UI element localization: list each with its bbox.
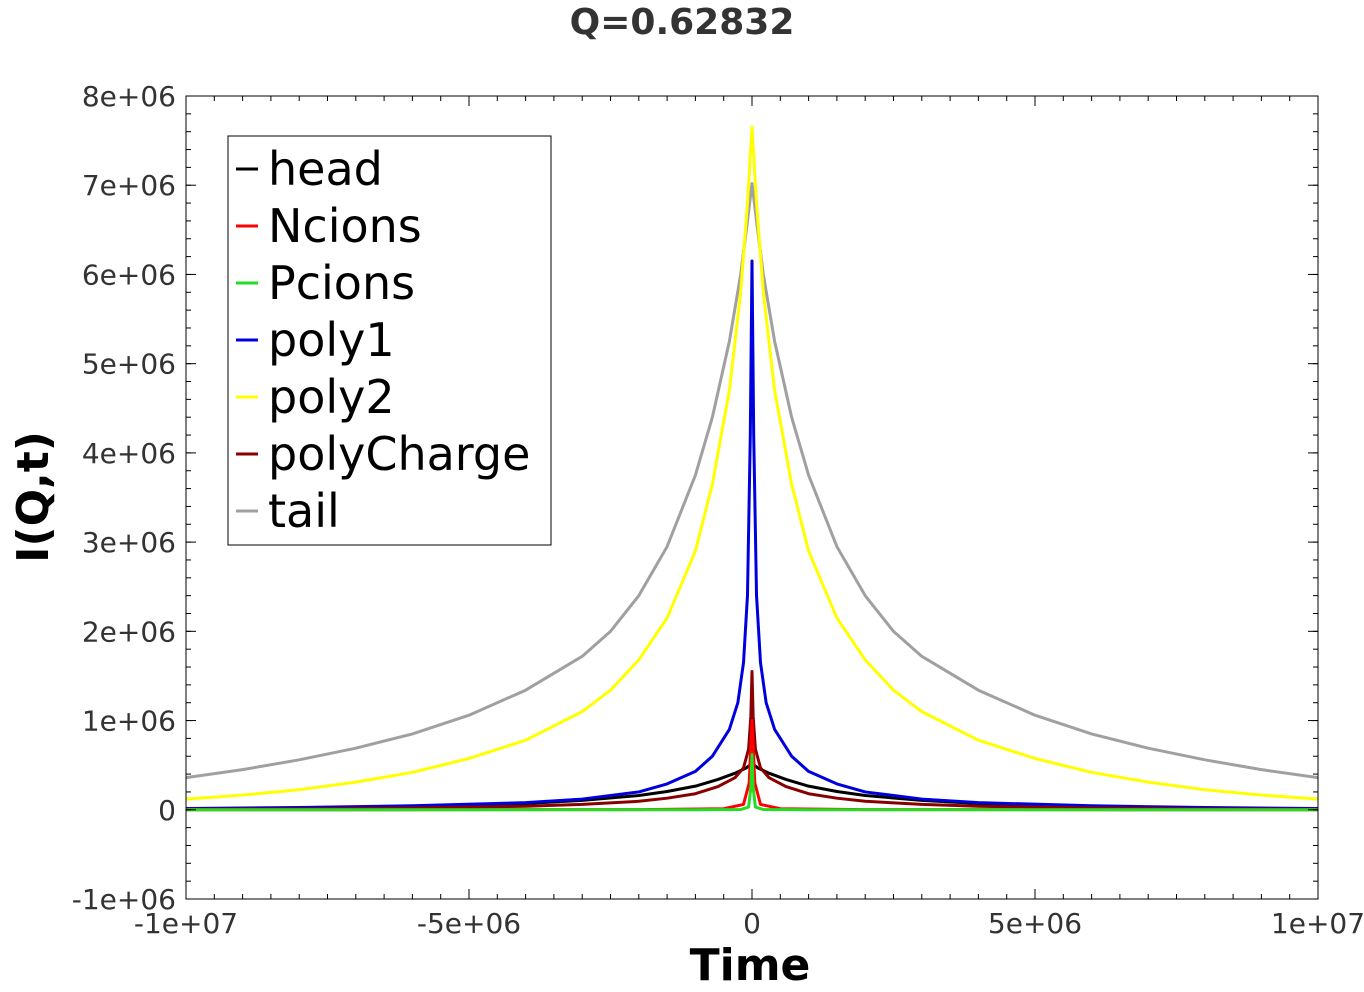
series-line-polycharge [186,669,1318,811]
series-line-pcions [186,752,1318,812]
legend-item-head: head [236,142,383,196]
y-tick-label: -1e+06 [72,883,176,916]
x-tick-label: -5e+06 [417,907,521,940]
series-layer [186,125,1318,812]
legend-item-pcions: Pcions [236,256,415,310]
legend-item-polycharge: polyCharge [236,427,530,481]
legend-label: head [268,142,383,196]
series-line-tail [186,181,1318,780]
legend-label: poly2 [268,370,395,424]
legend-label: Pcions [268,256,415,310]
series-line-poly1 [186,259,1318,810]
legend-label: polyCharge [268,427,530,481]
y-tick-label: 1e+06 [82,705,176,738]
legend-label: tail [268,484,340,538]
x-tick-label: -1e+07 [134,907,238,940]
x-tick-label: 0 [743,907,761,940]
y-axis-label: I(Q,t) [8,431,59,563]
legend-box [227,135,552,546]
tick-layer [185,95,1319,900]
y-tick-labels: -1e+06 0 1e+06 2e+06 3e+06 4e+06 5e+06 6e+06 7e+… [72,80,176,916]
x-tick-label: 5e+06 [988,907,1082,940]
y-tick-label: 5e+06 [82,348,176,381]
chart-title: Q=0.62832 [570,2,795,43]
legend-label: poly1 [268,313,395,367]
y-tick-label: 4e+06 [82,437,176,470]
y-tick-label: 3e+06 [82,526,176,559]
x-tick-label: 1e+07 [1271,907,1364,940]
series-line-poly2 [186,125,1318,801]
y-tick-label: 6e+06 [82,258,176,291]
x-axis-label: Time [690,940,811,991]
y-tick-label: 7e+06 [82,169,176,202]
x-tick-labels: -1e+07 -5e+06 0 5e+06 1e+07 [134,907,1364,940]
legend-item-ncions: Ncions [236,199,422,253]
legend-item-poly2: poly2 [236,370,395,424]
legend-item-tail: tail [236,484,340,538]
y-tick-label: 2e+06 [82,615,176,648]
y-tick-label: 8e+06 [82,80,176,113]
y-tick-label: 0 [158,794,176,827]
legend-item-poly1: poly1 [236,313,395,367]
legend-label: Ncions [268,199,422,253]
